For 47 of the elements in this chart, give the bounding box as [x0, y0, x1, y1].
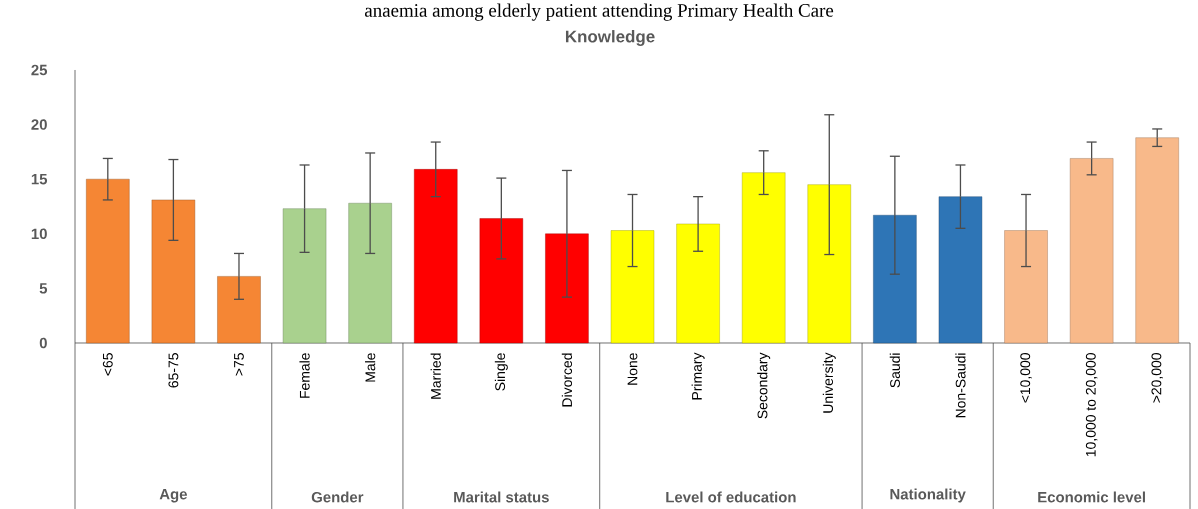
x-tick-label: Single: [494, 353, 508, 391]
x-tick-label: None: [627, 353, 638, 385]
bar: [938, 196, 983, 344]
text: Gender: [311, 491, 364, 503]
x-tick-label: Saudi: [889, 353, 900, 388]
chart-subtitle: anaemia among elderly patient attending Primary Health Care: [364, 3, 834, 21]
y-tick-label: 25: [31, 64, 48, 76]
x-tick-label: Secondary: [757, 352, 771, 419]
x-tick-label: Non-Saudi: [955, 353, 966, 418]
x-tick-label: Male: [365, 353, 376, 382]
bar: [807, 184, 851, 344]
y-tick-label: 0: [39, 337, 47, 349]
bar: [873, 215, 917, 344]
x-tick-label: <10,000: [1020, 353, 1032, 403]
x-tick-label: Married: [430, 353, 441, 399]
x-tick-label: 65-75: [168, 353, 179, 388]
bar: [1004, 230, 1048, 344]
x-tick-label: >20,000: [1151, 353, 1163, 403]
bar: [348, 203, 392, 344]
bar: [676, 223, 720, 344]
chart-title: Knowledge: [565, 30, 655, 46]
bar: [151, 199, 196, 344]
text: Nationality: [890, 488, 966, 503]
text: Economic level: [1038, 491, 1145, 503]
x-tick-label: 10,000 to 20,000: [1085, 353, 1098, 457]
bar: [86, 178, 130, 344]
y-tick-label: 15: [31, 173, 48, 185]
bar: [282, 208, 327, 344]
x-tick-label: >75: [234, 353, 244, 376]
bar: [217, 276, 261, 344]
bar: [414, 169, 458, 344]
x-tick-label: University: [822, 352, 836, 413]
text: Age: [159, 489, 187, 503]
x-tick-label: Divorced: [561, 353, 573, 407]
y-tick-label: 20: [31, 119, 47, 130]
bar: [741, 172, 786, 344]
y-tick-label: 10: [31, 228, 47, 240]
text: Level of education: [666, 491, 796, 503]
y-tick-label: 5: [39, 283, 48, 294]
x-tick-label: Primary: [691, 352, 705, 400]
bar: [610, 230, 655, 344]
text: Marital status: [454, 491, 549, 503]
bar: [1135, 137, 1179, 344]
bar: [479, 218, 524, 344]
x-tick-label: Female: [299, 353, 310, 398]
x-tick-label: <65: [102, 353, 113, 376]
bar: [1069, 158, 1114, 344]
